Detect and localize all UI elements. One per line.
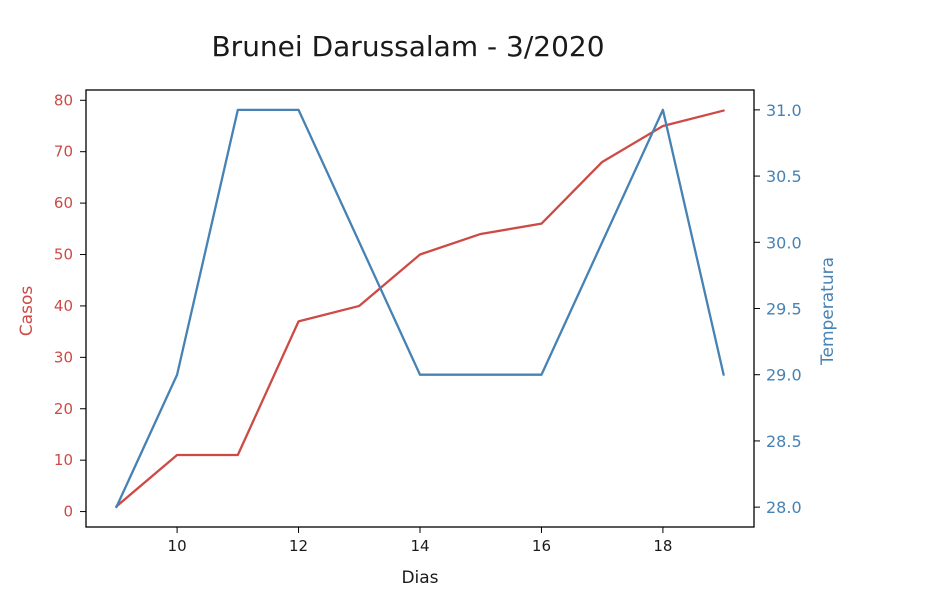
x-axis-label: Dias [401, 568, 438, 588]
y-axis-label-left: Casos [17, 286, 37, 337]
y-axis-label-right: Temperatura [818, 257, 838, 366]
y-tick-label-right: 30.0 [766, 233, 802, 252]
series-line-casos [115, 109, 725, 508]
x-tick-label: 16 [532, 537, 551, 555]
y-tick-label-right: 29.5 [766, 300, 802, 319]
x-tick-label: 12 [289, 537, 308, 555]
x-tick-label: 10 [168, 537, 187, 555]
plot-layer: 10 12 14 16 18 0 10 20 30 40 50 60 70 80 28.0 28.5 29.0 2… [54, 89, 802, 555]
y-tick-label-left: 10 [54, 451, 73, 469]
x-tick-label: 14 [410, 537, 429, 555]
chart-title: Brunei Darussalam - 3/2020 [211, 30, 604, 63]
y-tick-label-left: 50 [54, 246, 73, 264]
y-tick-label-right: 29.0 [766, 366, 802, 385]
y-tick-label-left: 70 [54, 143, 73, 161]
x-tick-label: 18 [653, 537, 672, 555]
y-tick-label-right: 28.5 [766, 432, 802, 451]
y-tick-label-left: 80 [54, 91, 73, 109]
y-tick-label-left: 30 [54, 348, 73, 366]
plot-frame [85, 89, 755, 528]
y-tick-label-left: 60 [54, 194, 73, 212]
y-tick-label-left: 40 [54, 297, 73, 315]
y-tick-label-right: 30.5 [766, 167, 802, 186]
y-tick-label-left: 20 [54, 400, 73, 418]
series-line-temperatura [115, 108, 725, 509]
y-tick-label-right: 28.0 [766, 498, 802, 517]
y-tick-label-right: 31.0 [766, 101, 802, 120]
y-tick-label-left: 0 [63, 503, 73, 521]
